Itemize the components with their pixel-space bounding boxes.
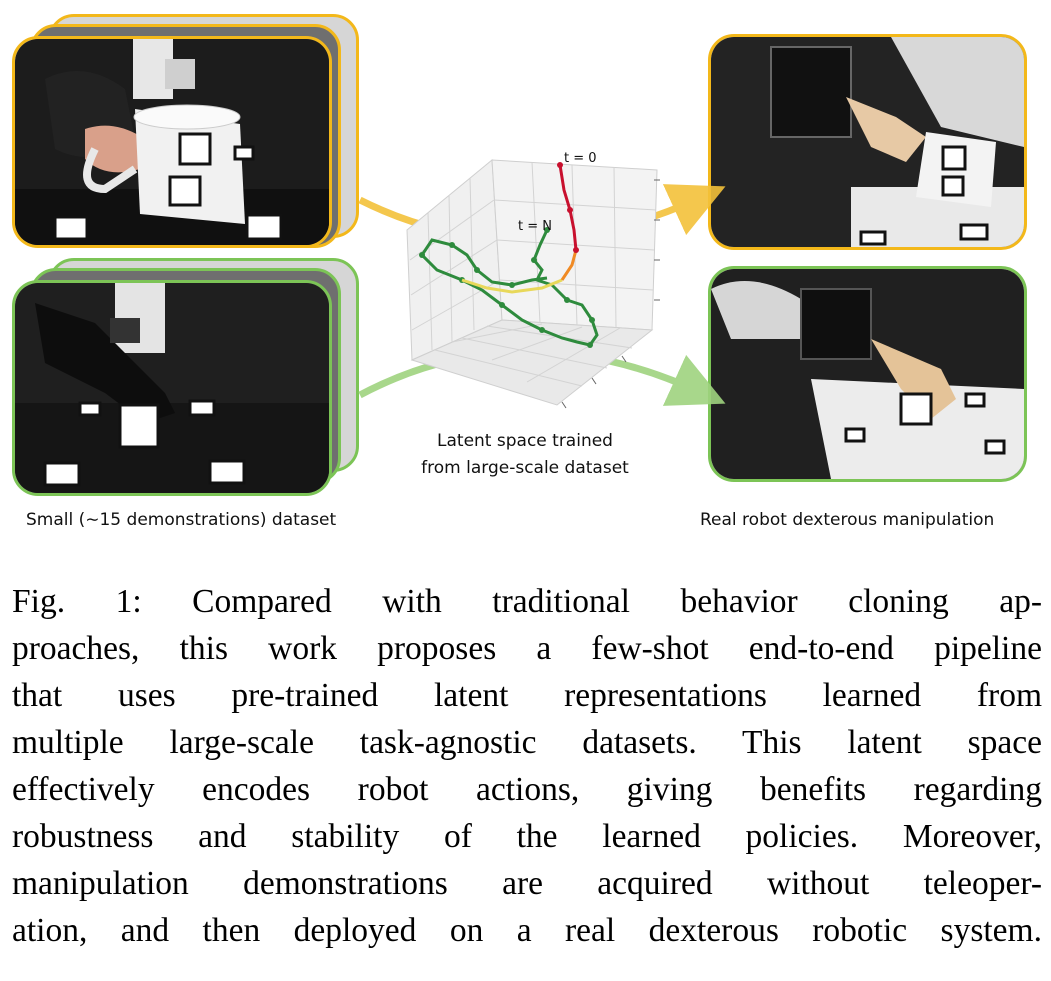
figure-caption: Fig. 1: Compared with traditional behavi… [12,578,1042,954]
trajectory-start-label: t = 0 [564,151,597,166]
human-demo-cube-photo [12,280,332,496]
center-caption-line-2: from large-scale dataset [421,458,629,478]
caption-line: Fig. 1: Compared with traditional behavi… [12,583,1042,620]
center-caption: Latent space trained from large-scale da… [400,428,650,482]
center-caption-line-1: Latent space trained [437,431,613,451]
human-demo-mug-photo [12,36,332,248]
caption-line: that uses pre-trained latent representat… [12,677,1042,714]
warm-trajectory [461,278,563,294]
robot-hand-cube-photo [708,266,1027,482]
left-caption: Small (∼15 demonstrations) dataset [26,510,337,530]
caption-line: robustness and stability of the learned … [12,818,1042,855]
latent-space-3d-plot: t = 0 t = N [406,151,660,409]
caption-line: ation, and then deployed on a real dexte… [12,912,1042,949]
green-trajectory [420,229,599,347]
caption-line: effectively encodes robot actions, givin… [12,771,1042,808]
caption-line: proaches, this work proposes a few-shot … [12,630,1042,667]
robot-hand-mug-photo [708,34,1027,250]
caption-line: multiple large-scale task-agnostic datas… [12,724,1042,761]
right-caption: Real robot dexterous manipulation [700,510,995,530]
caption-line: manipulation demonstrations are acquired… [12,865,1042,902]
trajectory-end-label: t = N [518,219,552,234]
